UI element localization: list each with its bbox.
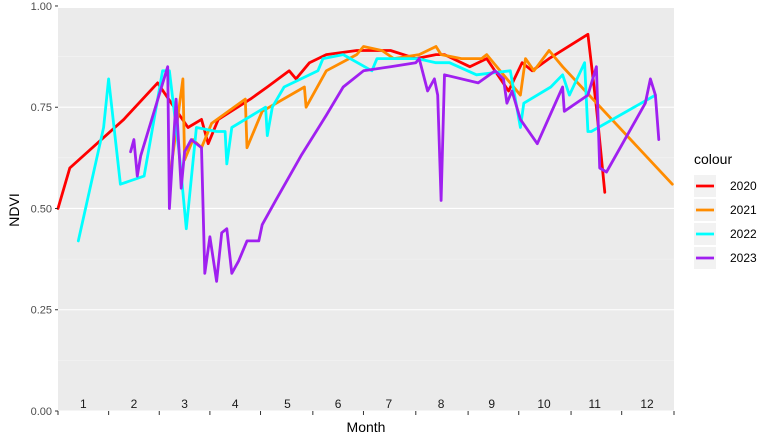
month-label: 4	[232, 397, 239, 411]
y-tick-label: 0.50	[31, 203, 52, 215]
y-axis-title: NDVI	[6, 193, 22, 226]
x-axis	[57, 411, 675, 415]
legend-label-2023: 2023	[730, 251, 757, 265]
month-label: 10	[537, 397, 551, 411]
legend-title: colour	[694, 151, 732, 167]
month-label: 1	[80, 397, 87, 411]
month-label: 5	[284, 397, 291, 411]
legend-label-2020: 2020	[730, 179, 757, 193]
month-label: 11	[588, 397, 601, 411]
series-line-2023	[129, 57, 661, 283]
month-label: 6	[335, 397, 342, 411]
y-tick-label: 1.00	[31, 1, 52, 13]
y-tick-label: 0.00	[31, 406, 52, 418]
y-tick-label: 0.25	[31, 305, 52, 317]
month-label: 2	[131, 397, 138, 411]
series-line-2021	[169, 45, 674, 186]
month-label: 7	[385, 397, 392, 411]
month-labels: 1 2 3 4 5 6 7 8 9 10 11 12	[80, 397, 654, 411]
y-tick-label: 0.75	[31, 102, 52, 114]
minor-gridlines	[58, 56, 674, 361]
series-lines	[56, 32, 674, 283]
month-label: 3	[181, 397, 188, 411]
legend-label-2021: 2021	[730, 203, 757, 217]
month-label: 8	[438, 397, 445, 411]
x-axis-title: Month	[347, 419, 386, 435]
month-label: 9	[488, 397, 495, 411]
legend-label-2022: 2022	[730, 227, 757, 241]
y-axis: 0.00 0.25 0.50 0.75 1.00	[31, 1, 58, 418]
month-label: 12	[640, 397, 654, 411]
legend: colour 2020 2021 2022 2023	[694, 151, 757, 269]
series-line-2022	[76, 53, 657, 243]
